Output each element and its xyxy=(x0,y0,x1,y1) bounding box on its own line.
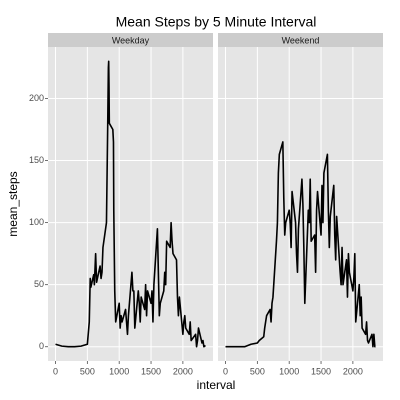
x-tick-label: 0 xyxy=(223,366,228,376)
y-tick-label: 150 xyxy=(29,155,44,165)
y-axis-label: mean_steps xyxy=(6,171,20,236)
y-tick-label: 100 xyxy=(29,217,44,227)
x-tick-label: 500 xyxy=(80,366,95,376)
chart-title: Mean Steps by 5 Minute Interval xyxy=(116,14,317,30)
strip-label: Weekend xyxy=(282,35,320,45)
data-line xyxy=(225,141,376,348)
data-line xyxy=(55,60,206,348)
y-tick-label: 50 xyxy=(34,279,44,289)
x-tick-label: 1000 xyxy=(279,366,299,376)
y-tick-label: 200 xyxy=(29,93,44,103)
strip xyxy=(48,33,213,47)
x-tick-label: 1500 xyxy=(141,366,161,376)
y-tick-label: 0 xyxy=(39,341,44,351)
x-tick-label: 1500 xyxy=(311,366,331,376)
panel xyxy=(48,47,213,361)
x-tick-label: 500 xyxy=(250,366,265,376)
strip xyxy=(218,33,383,47)
x-tick-label: 0 xyxy=(53,366,58,376)
x-tick-label: 2000 xyxy=(343,366,363,376)
x-axis-label: interval xyxy=(197,378,236,392)
x-tick-label: 1000 xyxy=(109,366,129,376)
x-tick-label: 2000 xyxy=(173,366,193,376)
strip-label: Weekday xyxy=(112,35,150,45)
